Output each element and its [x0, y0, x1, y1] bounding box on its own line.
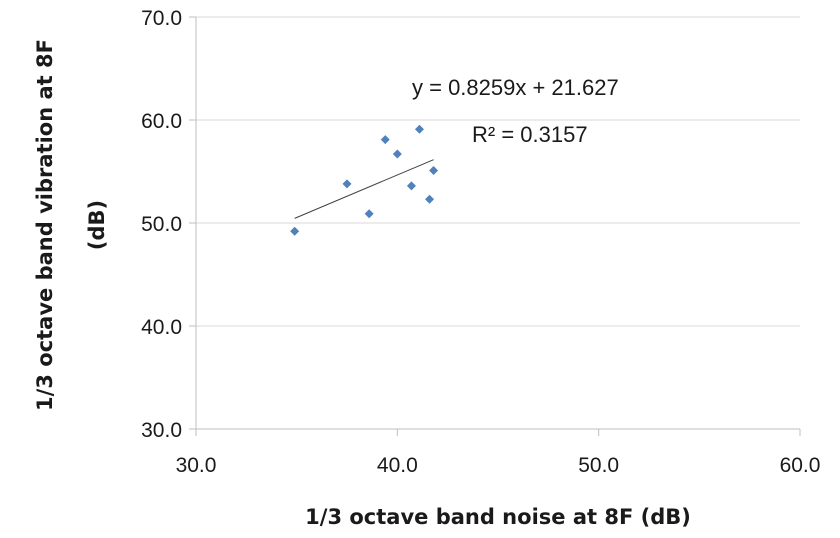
- y-tick-label: 30.0: [141, 419, 182, 442]
- data-point: [290, 226, 300, 236]
- y-tick-label: 70.0: [141, 7, 182, 30]
- data-point: [364, 209, 374, 219]
- data-point: [429, 165, 439, 175]
- x-tick-label: 40.0: [377, 454, 418, 477]
- x-axis-title: 1/3 octave band noise at 8F (dB): [305, 505, 691, 529]
- y-tick-label: 50.0: [141, 213, 182, 236]
- y-tick-labels: 30.0 40.0 50.0 60.0 70.0: [141, 7, 182, 442]
- x-tick-label: 60.0: [780, 454, 821, 477]
- trendline: [294, 159, 434, 219]
- y-axis-title-line2: (dB): [85, 200, 109, 250]
- trendline-equation: y = 0.8259x + 21.627: [412, 75, 619, 100]
- r-squared-label: R² = 0.3157: [472, 122, 588, 147]
- y-axis-title-line1: 1/3 octave band vibration at 8F: [33, 39, 57, 411]
- data-point: [425, 194, 435, 204]
- data-point: [414, 124, 424, 134]
- y-tick-label: 60.0: [141, 110, 182, 133]
- x-tick-labels: 30.0 40.0 50.0 60.0: [176, 454, 821, 477]
- data-point: [406, 181, 416, 191]
- data-point: [392, 149, 402, 159]
- x-tick-label: 50.0: [578, 454, 619, 477]
- data-point: [380, 135, 390, 145]
- axes: [189, 16, 801, 436]
- grid-lines: [196, 16, 800, 327]
- trendline-group: [294, 159, 434, 219]
- y-tick-label: 40.0: [141, 316, 182, 339]
- data-points: [290, 124, 439, 236]
- x-tick-label: 30.0: [176, 454, 217, 477]
- data-point: [342, 179, 352, 189]
